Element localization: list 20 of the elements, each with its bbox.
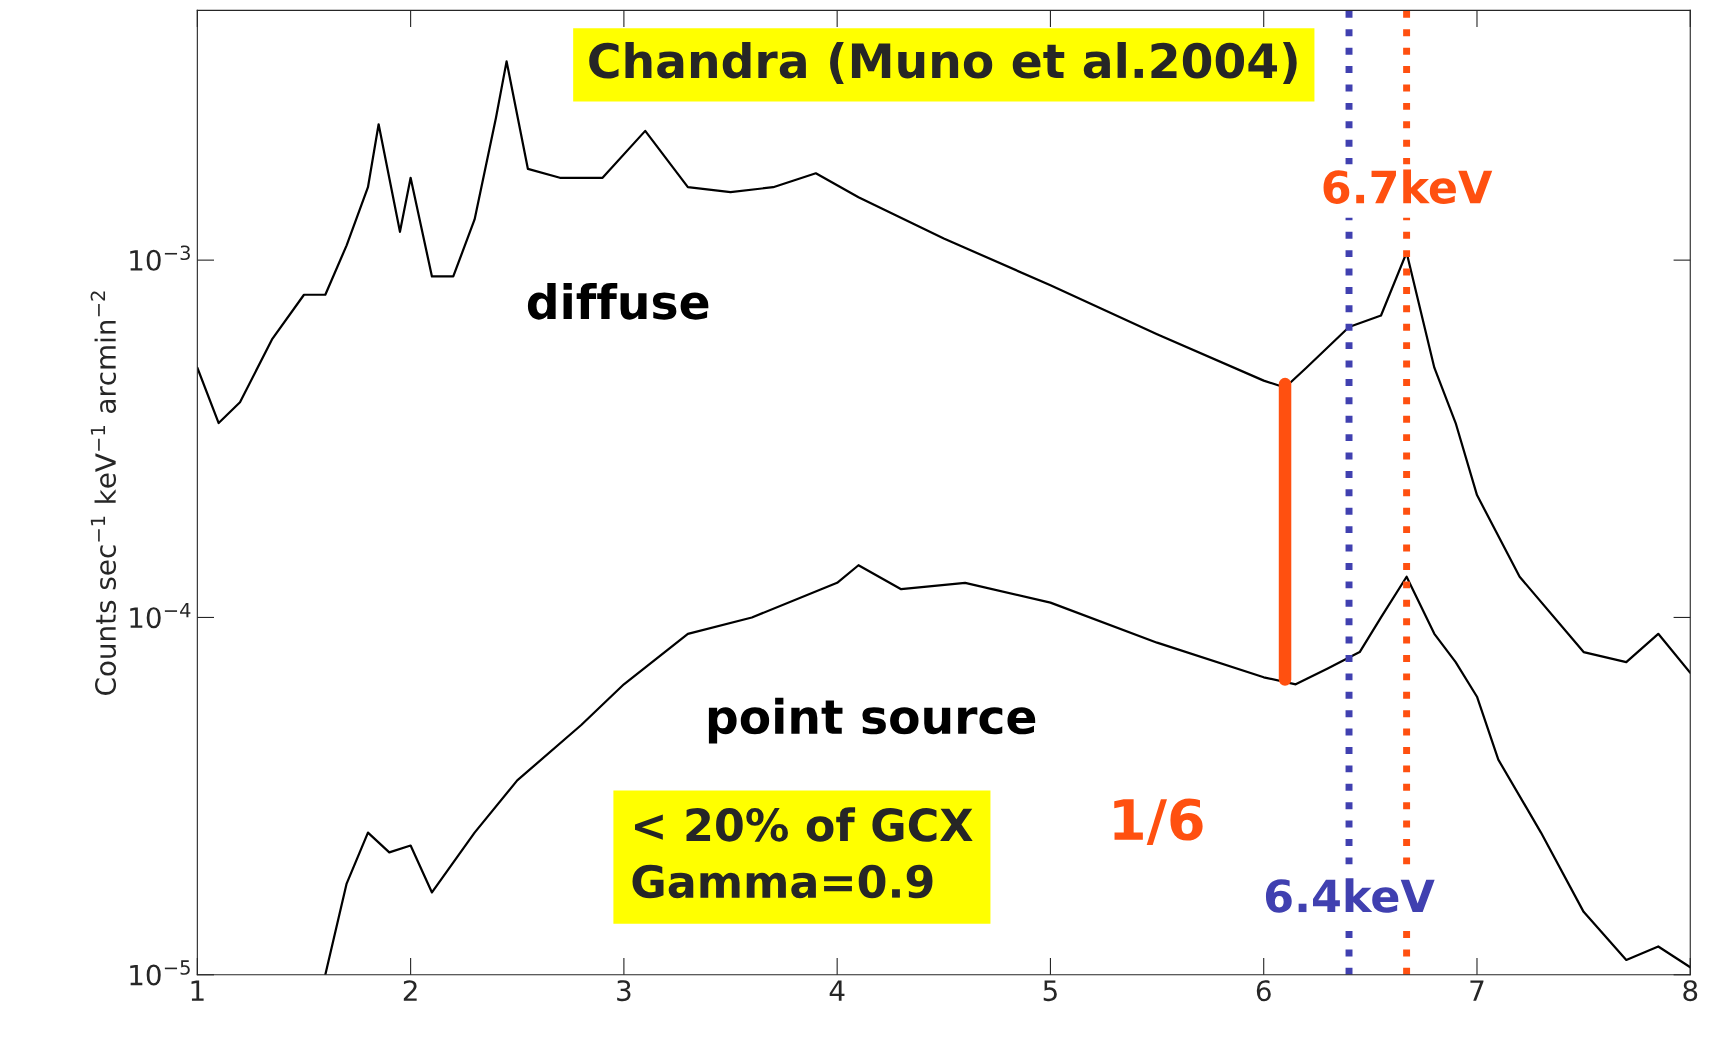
y-tick-label: 10$^{−5}$ (130, 960, 190, 986)
y-axis-title: Counts sec$^{−1}$ keV$^{−1}$ arcmin$^{−2}$ (90, 291, 117, 695)
x-tick-label: 5 (1043, 980, 1057, 1002)
y-tick-label: 10$^{−4}$ (130, 603, 191, 629)
annotation: 1/6 (1114, 798, 1203, 845)
x-tick-label: 1 (191, 980, 204, 1001)
x-tick-label: 7 (1470, 980, 1484, 1001)
series-label: diffuse (527, 283, 709, 320)
x-tick-label: 4 (829, 980, 845, 1001)
ref-line-label: 6.7keV (1323, 169, 1493, 204)
annotation: < 20% of GCX Gamma=0.9 (632, 807, 973, 899)
x-tick-label: 3 (617, 980, 631, 1002)
y-tick-label: 10$^{−3}$ (130, 245, 190, 271)
ref-line-label: 6.4keV (1265, 878, 1435, 913)
series-label: point source (708, 697, 1036, 744)
x-tick-label: 2 (403, 980, 417, 1001)
x-tick-label: 6 (1256, 980, 1271, 1002)
x-tick-label: 8 (1683, 980, 1698, 1002)
line-series (324, 564, 1691, 975)
text: Chandra (Muno et al.2004) (589, 42, 1297, 85)
